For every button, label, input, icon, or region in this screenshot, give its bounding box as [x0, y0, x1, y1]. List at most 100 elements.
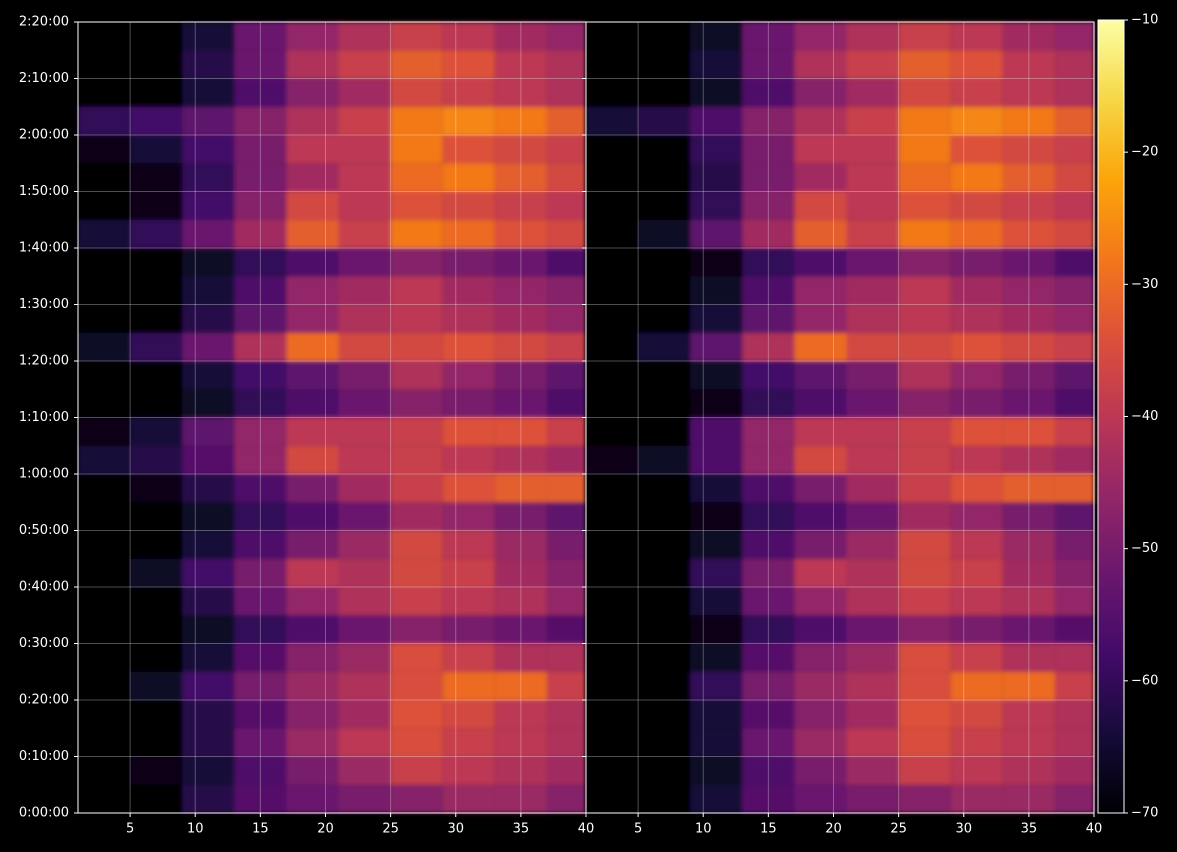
cell [182, 700, 235, 729]
cell [794, 474, 847, 503]
cell [78, 22, 131, 51]
cell [234, 135, 287, 164]
cell [846, 700, 899, 729]
cell [690, 445, 743, 474]
cell [1002, 304, 1055, 333]
cell [638, 587, 691, 616]
cell [442, 784, 495, 813]
cell [1054, 445, 1094, 474]
cell [586, 106, 639, 135]
cell [586, 219, 639, 248]
cell [586, 78, 639, 107]
cell [898, 22, 951, 51]
cell [950, 643, 1003, 672]
cell [286, 276, 339, 305]
cell [286, 502, 339, 531]
cell [898, 389, 951, 418]
cell [494, 756, 547, 785]
cell [794, 22, 847, 51]
cell [442, 248, 495, 277]
cell [1002, 248, 1055, 277]
cell [950, 417, 1003, 446]
cell [494, 389, 547, 418]
cell [286, 445, 339, 474]
cell [690, 615, 743, 644]
cell [950, 474, 1003, 503]
cell [794, 276, 847, 305]
cell [742, 671, 795, 700]
cell [130, 135, 183, 164]
cell [742, 615, 795, 644]
x-tick-label: 40 [578, 822, 595, 837]
cell [130, 191, 183, 220]
cell [898, 276, 951, 305]
x-tick-label: 15 [252, 822, 269, 837]
cell [690, 784, 743, 813]
cell [338, 474, 391, 503]
cell [130, 163, 183, 192]
cell [950, 78, 1003, 107]
cell [286, 163, 339, 192]
cell [182, 643, 235, 672]
cell [338, 219, 391, 248]
cell [286, 474, 339, 503]
x-tick-label: 20 [825, 822, 842, 837]
cell [638, 78, 691, 107]
cell [1054, 587, 1094, 616]
cell [794, 304, 847, 333]
cell [286, 191, 339, 220]
y-tick-label: 1:10:00 [19, 410, 69, 425]
cell [442, 191, 495, 220]
cell [338, 191, 391, 220]
cell [742, 248, 795, 277]
cell [898, 219, 951, 248]
cell [586, 474, 639, 503]
colorbar-tick-label: −40 [1131, 409, 1158, 424]
cell [846, 276, 899, 305]
cell [546, 304, 586, 333]
cell [234, 191, 287, 220]
cell [130, 248, 183, 277]
cell [338, 22, 391, 51]
cell [546, 474, 586, 503]
cell [182, 474, 235, 503]
cell [130, 558, 183, 587]
cell [586, 700, 639, 729]
cell [742, 276, 795, 305]
cell [690, 304, 743, 333]
cell [234, 445, 287, 474]
cell [546, 671, 586, 700]
cell [846, 219, 899, 248]
cell [234, 728, 287, 757]
cell [78, 106, 131, 135]
cell [846, 530, 899, 559]
colorbar-tick-label: −60 [1131, 673, 1158, 688]
cell [690, 106, 743, 135]
cell [494, 135, 547, 164]
cell [1054, 50, 1094, 79]
cell [586, 756, 639, 785]
cell [442, 587, 495, 616]
cell [898, 50, 951, 79]
cell [742, 474, 795, 503]
cell [1002, 417, 1055, 446]
cell [338, 417, 391, 446]
cell [742, 361, 795, 390]
cell [338, 135, 391, 164]
cell [846, 474, 899, 503]
x-tick-label: 35 [1021, 822, 1038, 837]
cell [338, 784, 391, 813]
cell [494, 587, 547, 616]
cell [742, 106, 795, 135]
cell [638, 191, 691, 220]
cell [794, 530, 847, 559]
cell [234, 389, 287, 418]
cell [586, 530, 639, 559]
cell [846, 50, 899, 79]
cell [442, 22, 495, 51]
cell [390, 756, 443, 785]
cell [586, 558, 639, 587]
cell [286, 615, 339, 644]
cell [494, 474, 547, 503]
y-tick-label: 2:20:00 [19, 15, 69, 30]
